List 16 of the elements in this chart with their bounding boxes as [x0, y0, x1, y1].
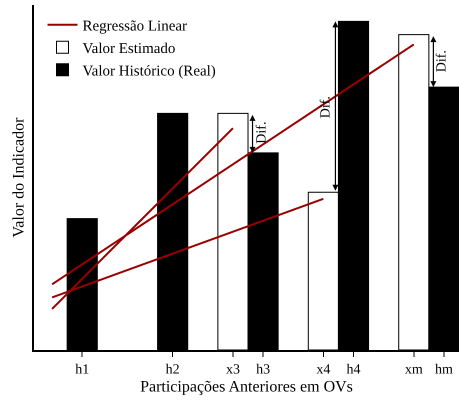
x-tick-label: hm	[434, 362, 453, 378]
x-tick-label: xm	[404, 362, 423, 378]
legend-label: Valor Estimado	[82, 41, 176, 58]
x-tick-label: h4	[346, 362, 360, 378]
x-tick-label: x4	[316, 362, 330, 378]
annotation: Dif.	[254, 122, 270, 144]
y-axis-title: Valor do Indicador	[10, 116, 28, 238]
legend-label: Regressão Linear	[82, 18, 188, 35]
annotation: Dif.	[318, 96, 334, 118]
x-tick-label: h3	[256, 362, 270, 378]
x-axis-title: Participações Anteriores em OVs	[140, 378, 353, 396]
x-tick-label: h1	[75, 362, 90, 378]
annotation: Dif.	[434, 50, 450, 72]
legend-label: Valor Histórico (Real)	[82, 64, 216, 80]
x-tick-label: x3	[226, 362, 240, 378]
x-tick-label: h2	[166, 362, 180, 378]
